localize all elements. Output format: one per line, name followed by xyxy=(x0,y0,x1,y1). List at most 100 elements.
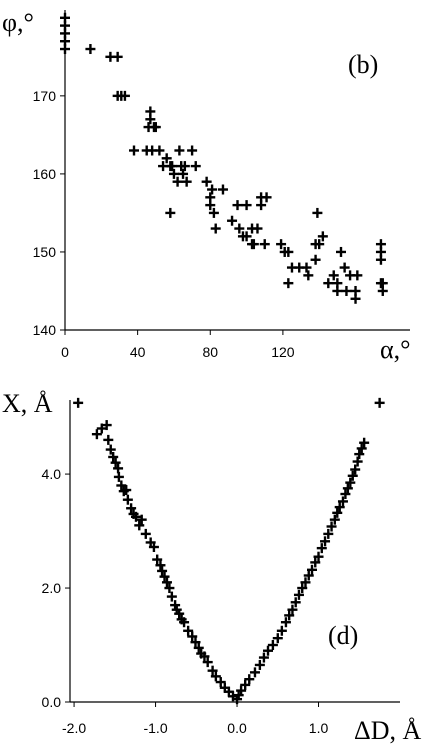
d-data-point xyxy=(340,489,351,500)
panel-d-axes xyxy=(65,400,400,707)
panel-d-data-points xyxy=(73,397,385,705)
b-data-point xyxy=(276,239,287,250)
d-data-point xyxy=(297,583,308,594)
d-data-point xyxy=(352,456,363,467)
b-data-point xyxy=(205,200,216,211)
d-data-point xyxy=(329,514,340,525)
chart-panel-b: 140 150 160 170 0 40 80 120 φ,° α,° (b) xyxy=(2,8,411,364)
d-data-point xyxy=(210,671,221,682)
chart-panel-d: 0.0 2.0 4.0 -2.0 -1.0 0.0 1.0 X, Å ΔD, Å (d) xyxy=(2,389,421,745)
b-data-point xyxy=(168,168,179,179)
d-data-point xyxy=(164,583,175,594)
d-x-tick-label: -2.0 xyxy=(62,720,86,736)
b-y-tick-label: 140 xyxy=(33,322,57,338)
d-data-point xyxy=(183,625,194,636)
b-data-point xyxy=(328,270,339,281)
d-data-point xyxy=(310,557,321,568)
b-data-point xyxy=(187,145,198,156)
d-data-point xyxy=(174,608,185,619)
d-data-point xyxy=(263,645,273,656)
d-data-point xyxy=(337,496,348,507)
d-data-point xyxy=(110,457,121,468)
b-data-point xyxy=(332,278,343,289)
d-data-point xyxy=(293,589,304,600)
b-data-point xyxy=(350,285,361,296)
b-data-point xyxy=(119,90,130,101)
d-data-point xyxy=(240,679,251,690)
panel-d-label: (d) xyxy=(328,621,358,650)
d-data-point xyxy=(199,651,210,662)
b-data-point xyxy=(317,231,328,242)
b-data-point xyxy=(174,145,185,156)
b-x-tick-label: 80 xyxy=(202,344,218,360)
d-data-point xyxy=(134,520,145,531)
d-data-point xyxy=(157,565,168,576)
b-data-point xyxy=(241,231,252,242)
d-data-point xyxy=(121,485,132,496)
b-x-tick-label: 0 xyxy=(61,344,69,360)
b-data-point xyxy=(210,223,221,234)
d-data-point xyxy=(187,631,198,642)
b-data-point xyxy=(256,200,267,211)
panel-b-axes xyxy=(60,10,410,335)
d-data-point xyxy=(267,640,278,651)
d-data-point xyxy=(105,444,116,455)
b-data-point xyxy=(283,246,294,257)
b-data-point xyxy=(301,262,312,273)
d-data-point xyxy=(108,451,119,462)
b-data-point xyxy=(129,145,139,156)
b-data-point xyxy=(232,200,243,211)
d-data-point xyxy=(202,657,213,668)
d-data-point xyxy=(323,528,334,539)
b-data-point xyxy=(150,122,161,133)
b-data-point xyxy=(375,254,386,265)
panel-b-data-points xyxy=(60,12,388,304)
b-data-point xyxy=(227,215,238,226)
d-data-point xyxy=(179,617,190,628)
b-data-point xyxy=(303,270,314,281)
d-data-point xyxy=(126,503,137,514)
b-data-point xyxy=(178,168,189,179)
d-y-tick-label: 0.0 xyxy=(42,694,62,710)
d-data-point xyxy=(316,543,327,554)
d-data-point xyxy=(290,597,301,608)
b-data-point xyxy=(252,223,263,234)
d-data-point xyxy=(249,667,260,678)
d-data-point xyxy=(159,571,170,582)
b-data-point xyxy=(60,44,70,55)
d-data-point xyxy=(300,577,311,588)
d-data-point xyxy=(73,397,84,408)
d-data-point xyxy=(345,477,356,488)
b-data-point xyxy=(341,285,352,296)
d-data-point xyxy=(170,600,181,611)
d-data-point xyxy=(334,502,345,513)
b-data-point xyxy=(314,239,325,250)
d-data-point xyxy=(284,610,295,621)
b-data-point xyxy=(312,207,323,218)
panel-b-tick-labels: 140 150 160 170 0 40 80 120 xyxy=(33,88,295,360)
b-data-point xyxy=(85,44,96,55)
d-data-point xyxy=(287,604,298,615)
b-data-point xyxy=(323,278,334,289)
d-data-point xyxy=(356,443,367,454)
d-data-point xyxy=(166,591,177,602)
d-x-tick-label: 1.0 xyxy=(309,720,329,736)
d-data-point xyxy=(113,463,124,474)
d-data-point xyxy=(136,514,147,525)
d-data-point xyxy=(215,677,226,688)
d-data-point xyxy=(303,570,314,581)
b-data-point xyxy=(248,239,259,250)
b-data-point xyxy=(165,207,176,218)
panel-b-y-axis-label: φ,° xyxy=(2,8,34,37)
b-data-point xyxy=(283,278,294,289)
d-data-point xyxy=(254,659,265,670)
d-data-point xyxy=(140,528,151,539)
b-data-point xyxy=(241,200,252,211)
b-data-point xyxy=(207,184,218,195)
d-data-point xyxy=(152,554,163,565)
d-data-point xyxy=(374,397,385,408)
d-data-point xyxy=(193,642,204,653)
b-data-point xyxy=(179,161,190,172)
d-data-point xyxy=(190,637,201,648)
